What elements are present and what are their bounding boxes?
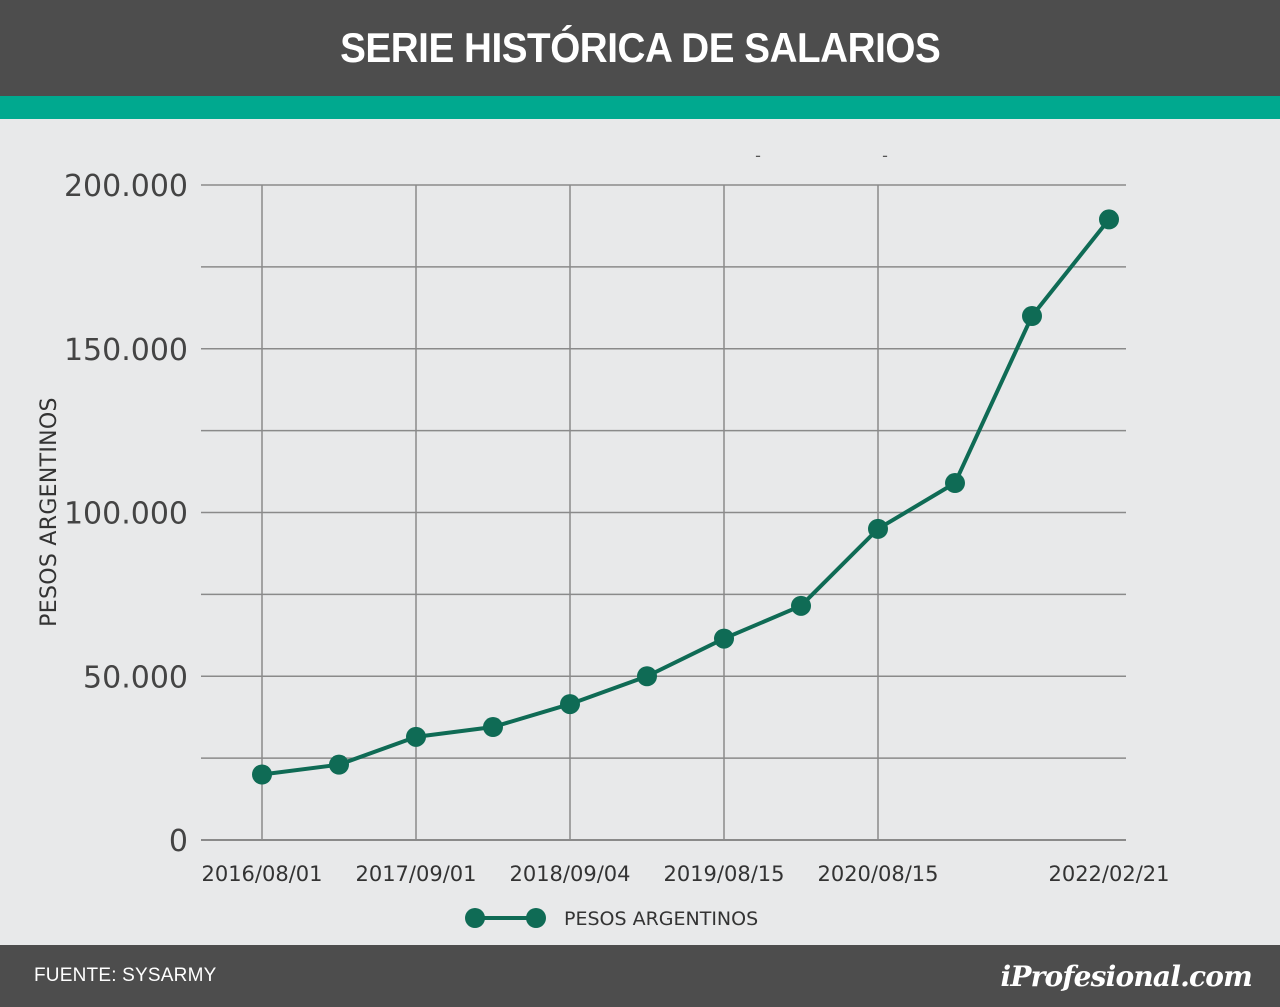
brand-logo: iProfesional.com bbox=[1000, 959, 1253, 993]
data-point bbox=[560, 694, 580, 715]
data-point bbox=[329, 754, 349, 775]
chart-area: 0 50.000 100.000 150.000 200.000 2016/08/01 2… bbox=[0, 119, 1280, 945]
data-point bbox=[714, 628, 734, 649]
y-tick-label: 50.000 bbox=[83, 660, 188, 695]
accent-bar bbox=[0, 96, 1280, 119]
annotation-mark: - bbox=[882, 146, 888, 165]
horizontal-gridlines bbox=[201, 184, 1126, 841]
annotation-mark: - bbox=[755, 146, 761, 165]
y-tick-label: 100.000 bbox=[64, 497, 188, 532]
series-points bbox=[252, 209, 1119, 785]
chart-header: SERIE HISTÓRICA DE SALARIOS bbox=[0, 0, 1280, 96]
data-point bbox=[483, 717, 503, 738]
x-tick-label: 2019/08/15 bbox=[663, 862, 784, 886]
x-tick-label: 2018/09/04 bbox=[509, 862, 630, 886]
chart-footer: FUENTE: SYSARMY iProfesional.com bbox=[0, 945, 1280, 1007]
series-line bbox=[261, 218, 1111, 777]
y-tick-label: 0 bbox=[169, 824, 188, 859]
data-point bbox=[252, 764, 272, 785]
legend-label: PESOS ARGENTINOS bbox=[564, 908, 758, 930]
x-tick-label: 2017/09/01 bbox=[355, 862, 476, 886]
data-point bbox=[1099, 209, 1119, 230]
data-point bbox=[945, 473, 965, 494]
x-tick-label: 2020/08/15 bbox=[817, 862, 938, 886]
x-tick-labels: 2016/08/01 2017/09/01 2018/09/04 2019/08/15… bbox=[201, 862, 1169, 886]
y-tick-label: 200.000 bbox=[64, 169, 188, 204]
legend-dot bbox=[526, 908, 546, 928]
legend: PESOS ARGENTINOS bbox=[465, 908, 758, 930]
data-point bbox=[791, 595, 811, 616]
data-point bbox=[406, 726, 426, 747]
y-tick-label: 150.000 bbox=[64, 333, 188, 368]
legend-dot bbox=[465, 908, 485, 928]
source-label: FUENTE: SYSARMY bbox=[34, 965, 217, 986]
x-tick-label: 2022/02/21 bbox=[1048, 862, 1169, 886]
annotations: -- bbox=[755, 146, 888, 165]
data-point bbox=[868, 518, 888, 539]
data-point bbox=[637, 666, 657, 687]
data-point bbox=[1022, 306, 1042, 326]
y-axis-label: PESOS ARGENTINOS bbox=[37, 397, 62, 627]
y-tick-labels: 0 50.000 100.000 150.000 200.000 bbox=[64, 169, 188, 859]
chart-title: SERIE HISTÓRICA DE SALARIOS bbox=[339, 24, 941, 71]
x-tick-label: 2016/08/01 bbox=[201, 862, 322, 886]
